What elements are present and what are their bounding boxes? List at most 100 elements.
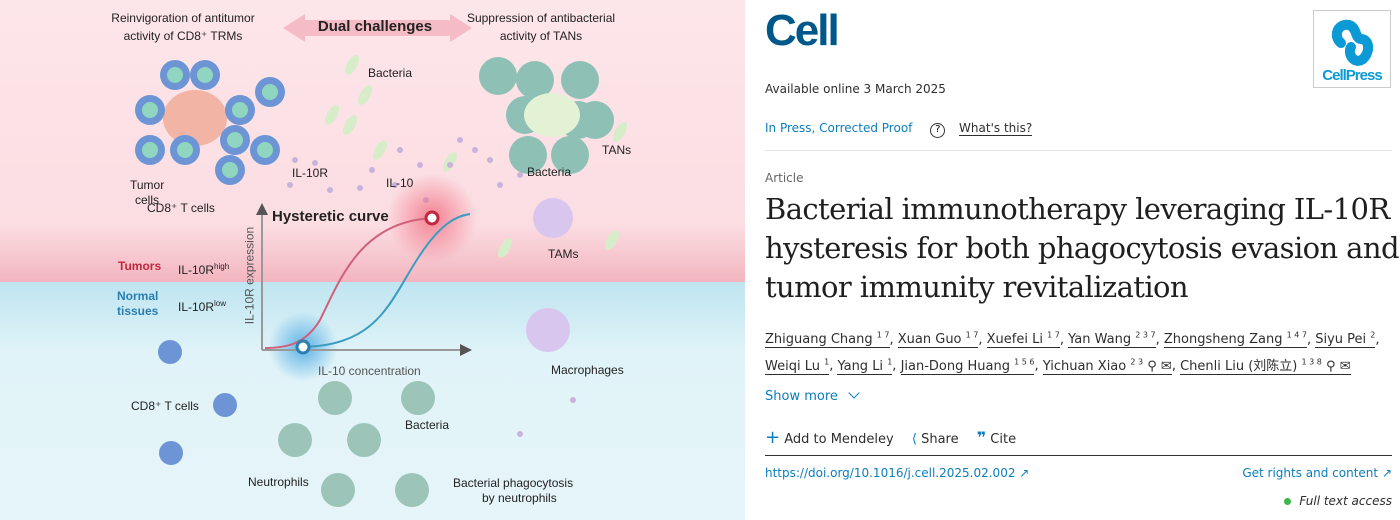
il10-molecule bbox=[392, 182, 398, 188]
graphical-abstract: Reinvigoration of antitumor activity of … bbox=[0, 0, 745, 520]
il10-molecule bbox=[487, 157, 493, 163]
bacterium bbox=[605, 230, 619, 250]
il10-molecule bbox=[417, 162, 423, 168]
author-link[interactable]: Xuan Guo 1 7 bbox=[897, 331, 979, 349]
il10-molecule bbox=[517, 431, 523, 437]
label-bacteria-bottom: Bacteria bbox=[405, 418, 450, 432]
whats-this-link[interactable]: What's this? bbox=[959, 121, 1033, 136]
cite-button[interactable]: ❞ Cite bbox=[976, 428, 1017, 447]
il10-molecule bbox=[457, 137, 463, 143]
label-cells: cells bbox=[135, 193, 160, 207]
x-axis-label: IL-10 concentration bbox=[318, 364, 421, 378]
divider bbox=[765, 150, 1392, 151]
cell-nucleus bbox=[232, 102, 248, 118]
author-link[interactable]: Zhiguang Chang 1 7 bbox=[765, 331, 890, 349]
person-icon: ⚲ bbox=[1326, 358, 1336, 374]
author-list: Zhiguang Chang 1 7, Xuan Guo 1 7, Xuefei… bbox=[765, 331, 1380, 375]
il10-molecule bbox=[327, 187, 333, 193]
dual-challenges-label: Dual challenges bbox=[317, 18, 433, 35]
cell-nucleus bbox=[262, 84, 278, 100]
label-normal: Normal bbox=[117, 289, 159, 303]
divider-dark bbox=[765, 455, 1392, 456]
tumor-mass bbox=[163, 90, 227, 146]
il10-molecule bbox=[447, 162, 453, 168]
mail-icon: ✉ bbox=[1339, 358, 1351, 374]
il10-molecule bbox=[292, 157, 298, 163]
bacterium bbox=[373, 140, 387, 160]
cd8-t-cell bbox=[159, 441, 183, 465]
external-link-icon: ↗ bbox=[1381, 466, 1392, 480]
bacterium bbox=[325, 105, 339, 125]
neutrophil bbox=[395, 473, 429, 507]
journal-logo[interactable]: Cell bbox=[765, 6, 840, 55]
quote-icon: ❞ bbox=[976, 428, 987, 447]
author-link[interactable]: Xuefei Li 1 7 bbox=[986, 331, 1060, 349]
macrophage bbox=[533, 198, 573, 238]
neutrophil bbox=[561, 61, 599, 99]
neutrophil bbox=[479, 57, 517, 95]
il10-molecule bbox=[287, 182, 293, 188]
neutrophil bbox=[401, 381, 435, 415]
show-more-button[interactable]: Show more bbox=[765, 387, 860, 404]
label-tams: TAMs bbox=[548, 247, 579, 261]
neutrophil bbox=[318, 381, 352, 415]
author-link[interactable]: Jian-Dong Huang 1 5 6 bbox=[900, 357, 1035, 375]
neutrophil bbox=[576, 101, 614, 139]
author-link[interactable]: Yan Wang 2 3 7 bbox=[1068, 331, 1156, 349]
label-phagocytosis-1: Bacterial phagocytosis bbox=[453, 476, 574, 490]
author-link[interactable]: Yichuan Xiao 2 3 ⚲ ✉ bbox=[1042, 357, 1172, 375]
neutrophil bbox=[278, 423, 312, 457]
cell-nucleus bbox=[227, 132, 243, 148]
label-bacteria-top: Bacteria bbox=[368, 66, 413, 80]
mail-icon: ✉ bbox=[1160, 358, 1172, 374]
title-reinvigoration-line2: activity of CD8⁺ TRMs bbox=[123, 29, 243, 43]
graphical-abstract-art bbox=[0, 0, 745, 520]
cell-nucleus bbox=[222, 162, 238, 178]
cell-nucleus bbox=[177, 142, 193, 158]
il10-molecule bbox=[369, 167, 375, 173]
title-reinvigoration-line1: Reinvigoration of antitumor bbox=[111, 11, 255, 25]
article-type: Article bbox=[765, 171, 804, 185]
label-tumor: Tumor bbox=[130, 178, 165, 192]
access-badge: Full text access bbox=[1284, 494, 1392, 508]
cell-nucleus bbox=[142, 142, 158, 158]
label-bacteria-right: Bacteria bbox=[527, 165, 572, 179]
label-cd8-bottom: CD8⁺ T cells bbox=[131, 399, 199, 413]
bacterium bbox=[358, 85, 372, 105]
article-title: Bacterial immunotherapy leveraging IL-10… bbox=[765, 192, 1400, 304]
doi-link[interactable]: https://doi.org/10.1016/j.cell.2025.02.0… bbox=[765, 466, 1030, 480]
neutrophil bbox=[551, 136, 589, 174]
status-link[interactable]: In Press, Corrected Proof bbox=[765, 121, 913, 135]
il10-molecule bbox=[517, 172, 523, 178]
cellpress-icon bbox=[1331, 19, 1373, 66]
label-il10: IL-10 bbox=[386, 176, 414, 190]
add-to-mendeley-button[interactable]: + Add to Mendeley bbox=[765, 427, 894, 448]
label-phagocytosis-2: by neutrophils bbox=[482, 491, 557, 505]
share-button[interactable]: ⟨ Share bbox=[911, 432, 959, 447]
external-link-icon: ↗ bbox=[1019, 466, 1030, 480]
label-il10r-high: IL-10Rhigh bbox=[178, 262, 230, 277]
il10-molecule bbox=[312, 160, 318, 166]
cd8-t-cell bbox=[158, 340, 182, 364]
title-suppression-line2: activity of TANs bbox=[499, 29, 583, 43]
help-icon[interactable]: ? bbox=[930, 123, 946, 138]
il10-molecule bbox=[357, 185, 363, 191]
author-link[interactable]: Chenli Liu (刘陈立) 1 3 8 ⚲ ✉ bbox=[1180, 357, 1351, 375]
author-link[interactable]: Yang Li 1 bbox=[837, 357, 893, 375]
cellpress-text: CellPress bbox=[1322, 67, 1382, 84]
author-link[interactable]: Weiqi Lu 1 bbox=[765, 357, 830, 375]
author-link[interactable]: Zhongsheng Zang 1 4 7 bbox=[1163, 331, 1307, 349]
cell-nucleus bbox=[197, 67, 213, 83]
label-neutrophils: Neutrophils bbox=[248, 475, 309, 489]
person-icon: ⚲ bbox=[1147, 358, 1157, 374]
bacterium bbox=[345, 55, 359, 75]
label-il10r: IL-10R bbox=[292, 166, 329, 180]
article-header: Cell CellPress Available online 3 March … bbox=[765, 0, 1400, 520]
cellpress-logo[interactable]: CellPress bbox=[1313, 10, 1391, 88]
rights-link[interactable]: Get rights and content ↗ bbox=[1242, 466, 1392, 480]
plus-icon: + bbox=[765, 427, 781, 448]
il10-molecule bbox=[397, 147, 403, 153]
available-online: Available online 3 March 2025 bbox=[765, 82, 946, 96]
author-link[interactable]: Siyu Pei 2 bbox=[1315, 331, 1376, 349]
title-suppression-line1: Suppression of antibacterial bbox=[466, 11, 616, 25]
